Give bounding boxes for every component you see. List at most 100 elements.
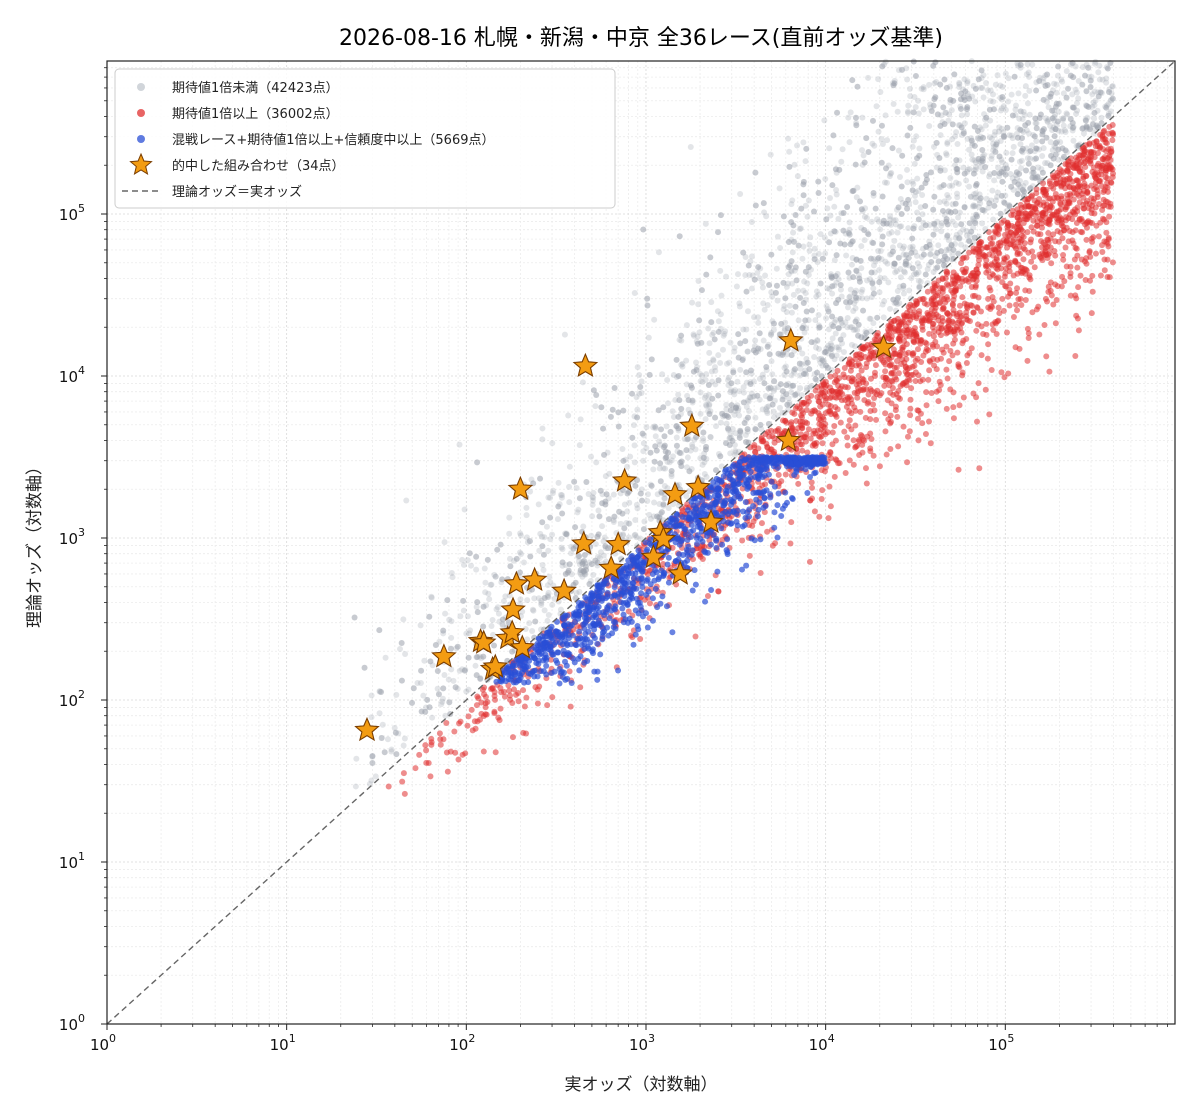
- point-ev-below-1: [624, 508, 631, 515]
- point-ev-above-1: [1039, 257, 1046, 264]
- point-ev-below-1: [701, 459, 708, 466]
- point-ev-above-1: [1061, 199, 1068, 206]
- point-ev-below-1: [576, 495, 583, 502]
- point-ev-below-1: [793, 277, 800, 284]
- point-ev-below-1: [937, 81, 944, 88]
- point-ev-above-1: [1024, 229, 1031, 236]
- point-ev-below-1: [702, 416, 709, 423]
- point-ev-above-1: [1104, 184, 1111, 191]
- point-ev-below-1: [731, 391, 738, 398]
- point-ev-above-1: [764, 444, 771, 451]
- point-ev-below-1: [769, 371, 776, 378]
- point-ev-below-1: [662, 465, 669, 472]
- point-ev-below-1: [620, 457, 627, 464]
- point-ev-below-1: [527, 553, 534, 560]
- point-ev-above-1: [935, 317, 942, 324]
- point-ev-below-1: [998, 105, 1005, 112]
- point-ev-above-1: [868, 435, 875, 442]
- point-ev-below-1: [795, 317, 802, 324]
- point-ev-above-1: [867, 430, 874, 437]
- point-ev-above-1: [1094, 191, 1101, 198]
- point-ev-above-1: [816, 513, 823, 520]
- point-ev-below-1: [577, 571, 584, 578]
- point-ev-below-1: [1014, 60, 1021, 67]
- point-ev-below-1: [829, 290, 836, 297]
- point-ev-below-1: [875, 248, 882, 255]
- point-ev-above-1: [566, 668, 573, 675]
- point-ev-above-1: [932, 284, 939, 291]
- point-ev-above-1: [1106, 123, 1113, 130]
- point-ev-below-1: [940, 104, 947, 111]
- point-ev-below-1: [713, 467, 720, 474]
- point-ev-below-1: [850, 327, 857, 334]
- point-ev-below-1: [998, 156, 1005, 163]
- point-ev-below-1: [839, 146, 846, 153]
- point-ev-below-1: [1054, 72, 1061, 79]
- point-ev-below-1: [557, 491, 564, 498]
- point-ev-above-1: [1059, 235, 1066, 242]
- point-ev-below-1: [1021, 112, 1028, 119]
- point-ev-above-1: [1013, 289, 1020, 296]
- point-ev-above-1: [385, 783, 392, 790]
- point-ev-above-1: [1015, 261, 1022, 268]
- point-ev-below-1: [971, 123, 978, 130]
- point-ev-above-1: [739, 537, 746, 544]
- point-ev-below-1: [715, 229, 722, 236]
- point-ev-below-1: [414, 679, 421, 686]
- point-ev-below-1: [1107, 108, 1114, 115]
- point-ev-below-1: [1091, 109, 1098, 116]
- point-ev-below-1: [468, 562, 475, 569]
- point-ev-above-1: [811, 508, 818, 515]
- point-ev-below-1: [464, 613, 471, 620]
- point-ev-below-1: [822, 175, 829, 182]
- point-ev-below-1: [885, 279, 892, 286]
- point-ev-below-1: [876, 266, 883, 273]
- point-ev-below-1: [875, 76, 882, 83]
- point-ev-below-1: [954, 190, 961, 197]
- point-ev-below-1: [915, 97, 922, 104]
- point-ev-below-1: [978, 157, 985, 164]
- point-ev-above-1: [637, 636, 644, 643]
- point-ev-below-1: [576, 588, 583, 595]
- point-ev-below-1: [550, 487, 557, 494]
- point-ev-below-1: [1033, 138, 1040, 145]
- point-ev-below-1: [815, 250, 822, 257]
- point-ev-above-1: [481, 691, 488, 698]
- point-ev-below-1: [996, 124, 1003, 131]
- point-ev-below-1: [789, 382, 796, 389]
- point-ev-below-1: [461, 506, 468, 513]
- point-ev-below-1: [806, 241, 813, 248]
- point-ev-below-1: [696, 317, 703, 324]
- point-ev-below-1: [848, 261, 855, 268]
- point-ev-below-1: [710, 329, 717, 336]
- point-ev-below-1: [770, 326, 777, 333]
- point-ev-below-1: [945, 194, 952, 201]
- point-ev-below-1: [786, 148, 793, 155]
- point-ev-below-1: [518, 550, 525, 557]
- point-ev-above-1: [1053, 180, 1060, 187]
- point-ev-above-1: [1028, 236, 1035, 243]
- point-ev-above-1: [968, 284, 975, 291]
- point-ev-below-1: [964, 166, 971, 173]
- point-ev-below-1: [700, 435, 707, 442]
- point-ev-above-1: [844, 434, 851, 441]
- point-ev-above-1: [955, 319, 962, 326]
- point-ev-below-1: [543, 523, 550, 530]
- point-ev-above-1: [885, 326, 892, 333]
- point-ev-below-1: [945, 247, 952, 254]
- point-ev-below-1: [905, 254, 912, 261]
- point-ev-below-1: [1051, 114, 1058, 121]
- point-ev-above-1: [1034, 231, 1041, 238]
- point-ev-below-1: [852, 343, 859, 350]
- point-ev-above-1: [1048, 260, 1055, 267]
- point-ev-below-1: [958, 112, 965, 119]
- point-ev-above-1: [1099, 248, 1106, 255]
- point-ev-below-1: [538, 599, 545, 606]
- point-ev-below-1: [871, 142, 878, 149]
- point-ev-above-1: [864, 341, 871, 348]
- point-ev-below-1: [909, 187, 916, 194]
- point-ev-below-1: [846, 219, 853, 226]
- point-ev-above-1: [782, 471, 789, 478]
- point-ev-below-1: [633, 501, 640, 508]
- point-ev-below-1: [587, 577, 594, 584]
